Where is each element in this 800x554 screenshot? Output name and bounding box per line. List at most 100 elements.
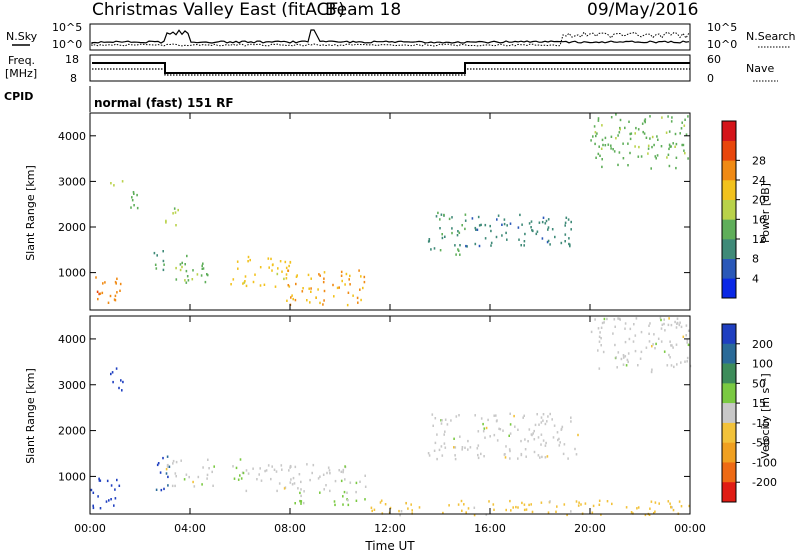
heatmap-cell bbox=[270, 257, 272, 261]
heatmap-cell bbox=[660, 318, 662, 322]
heatmap-cell bbox=[461, 509, 463, 512]
heatmap-cell bbox=[364, 474, 366, 477]
heatmap-cell bbox=[459, 244, 461, 247]
heatmap-cell bbox=[654, 347, 656, 350]
heatmap-cell bbox=[287, 269, 290, 272]
heatmap-cell bbox=[259, 266, 262, 269]
heatmap-cell bbox=[504, 453, 506, 456]
heatmap-cell bbox=[287, 284, 290, 287]
heatmap-cell bbox=[451, 216, 453, 219]
heatmap-cell bbox=[156, 254, 158, 257]
heatmap-cell bbox=[165, 221, 167, 224]
heatmap-cell bbox=[281, 468, 283, 471]
heatmap-cell bbox=[98, 292, 100, 296]
heatmap-cell bbox=[398, 509, 400, 513]
heatmap-cell bbox=[644, 513, 647, 517]
heatmap-cell bbox=[547, 239, 550, 243]
heatmap-cell bbox=[300, 480, 302, 484]
heatmap-cell bbox=[512, 506, 514, 509]
heatmap-cell bbox=[346, 498, 348, 501]
heatmap-cell bbox=[657, 337, 660, 340]
colorbar-swatch bbox=[722, 462, 736, 483]
noise-sky-line bbox=[91, 29, 690, 44]
heatmap-cell bbox=[556, 505, 558, 508]
heatmap-cell bbox=[130, 206, 132, 209]
heatmap-cell bbox=[668, 143, 671, 146]
heatmap-cell bbox=[653, 333, 655, 336]
heatmap-cell bbox=[629, 327, 632, 331]
heatmap-cell bbox=[679, 132, 681, 135]
heatmap-cell bbox=[474, 414, 476, 417]
heatmap-cell bbox=[666, 364, 669, 367]
heatmap-cell bbox=[99, 292, 102, 295]
heatmap-cell bbox=[635, 317, 638, 320]
heatmap-cell bbox=[679, 321, 681, 324]
heatmap-cell bbox=[344, 465, 346, 468]
heatmap-cell bbox=[684, 360, 686, 363]
heatmap-cell bbox=[344, 478, 346, 481]
heatmap-cell bbox=[594, 131, 597, 134]
heatmap-cell bbox=[523, 508, 526, 512]
heatmap-cell bbox=[323, 488, 325, 491]
heatmap-cell bbox=[101, 291, 104, 295]
heatmap-cell bbox=[575, 500, 578, 503]
heatmap-cell bbox=[546, 420, 548, 423]
heatmap-cell bbox=[114, 497, 117, 500]
heatmap-cell bbox=[202, 466, 204, 469]
heatmap-cell bbox=[310, 290, 312, 293]
heatmap-cell bbox=[629, 151, 631, 155]
heatmap-cell bbox=[299, 491, 301, 495]
heatmap-cell bbox=[177, 208, 179, 212]
heatmap-cell bbox=[288, 285, 291, 288]
heatmap-cell bbox=[680, 325, 683, 329]
heatmap-cell bbox=[622, 354, 625, 357]
heatmap-cell bbox=[245, 284, 248, 288]
heatmap-cell bbox=[116, 291, 118, 294]
heatmap-cell bbox=[293, 482, 296, 485]
heatmap-cell bbox=[686, 356, 689, 360]
heatmap-cell bbox=[536, 230, 539, 233]
panel-frame bbox=[89, 315, 691, 515]
heatmap-cell bbox=[456, 234, 459, 237]
heatmap-cell bbox=[597, 349, 599, 352]
heatmap-cell bbox=[606, 317, 608, 321]
heatmap-cell bbox=[490, 229, 492, 233]
heatmap-cell bbox=[670, 505, 672, 509]
heatmap-cell bbox=[289, 464, 292, 468]
heatmap-cell bbox=[118, 484, 121, 487]
heatmap-cell bbox=[364, 485, 367, 488]
heatmap-cell bbox=[505, 508, 507, 512]
heatmap-cell bbox=[467, 439, 469, 443]
heatmap-cell bbox=[289, 481, 292, 484]
heatmap-cell bbox=[613, 150, 616, 153]
heatmap-cell bbox=[568, 242, 570, 246]
heatmap-cell bbox=[111, 371, 114, 374]
heatmap-cell bbox=[278, 482, 281, 485]
heatmap-cell bbox=[656, 154, 659, 157]
heatmap-cell bbox=[477, 430, 480, 433]
heatmap-cell bbox=[540, 421, 543, 424]
heatmap-cell bbox=[323, 271, 326, 274]
heatmap-cell bbox=[296, 274, 298, 277]
heatmap-cell bbox=[564, 221, 567, 224]
heatmap-cell bbox=[110, 372, 112, 376]
heatmap-cell bbox=[547, 511, 550, 514]
heatmap-cell bbox=[520, 244, 522, 247]
nave-label: Nave bbox=[746, 62, 774, 75]
heatmap-cell bbox=[528, 428, 531, 431]
heatmap-cell bbox=[570, 420, 572, 423]
heatmap-cell bbox=[407, 507, 409, 510]
heatmap-cell bbox=[632, 340, 635, 343]
heatmap-cell bbox=[686, 341, 688, 344]
heatmap-cell bbox=[291, 483, 294, 486]
noise-left-tick-bottom: 10^0 bbox=[52, 38, 82, 51]
heatmap-cell bbox=[668, 317, 670, 320]
heatmap-cell bbox=[342, 468, 345, 472]
heatmap-cell bbox=[286, 299, 288, 302]
heatmap-cell bbox=[558, 437, 560, 441]
freq-tick-top: 18 bbox=[65, 53, 79, 66]
heatmap-cell bbox=[624, 340, 627, 344]
heatmap-cell bbox=[561, 425, 564, 429]
power-heatmap-cells bbox=[95, 113, 689, 307]
heatmap-cell bbox=[92, 506, 95, 510]
